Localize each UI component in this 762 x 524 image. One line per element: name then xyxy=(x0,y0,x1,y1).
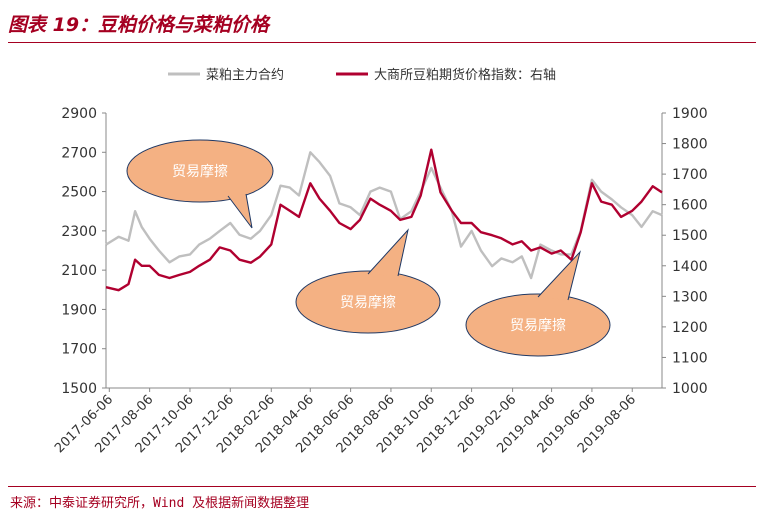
trade-friction-bubble: 贸易摩擦 xyxy=(465,250,611,357)
left-tick-label: 1500 xyxy=(61,381,97,397)
series-layer xyxy=(105,148,663,292)
left-tick-label: 1900 xyxy=(61,302,97,318)
bubble-tail-outline xyxy=(367,228,409,277)
right-tick-label: 1500 xyxy=(672,228,708,244)
left-tick-label: 2500 xyxy=(61,185,97,201)
right-tick-label: 1100 xyxy=(672,350,708,366)
bubble-shape xyxy=(465,293,611,357)
right-tick-label: 1800 xyxy=(672,137,708,153)
legend: 菜粕主力合约 大商所豆粕期货价格指数：右轴 xyxy=(168,67,556,83)
legend-label: 菜粕主力合约 xyxy=(206,68,284,83)
left-tick-label: 2100 xyxy=(61,263,97,279)
source-note: 来源：中泰证券研究所，Wind 及根据新闻数据整理 xyxy=(10,496,310,511)
bubble-label: 贸易摩擦 xyxy=(340,294,396,311)
trade-friction-bubble: 贸易摩擦 xyxy=(126,139,274,229)
left-tick-label: 1700 xyxy=(61,342,97,358)
legend-item: 大商所豆粕期货价格指数：右轴 xyxy=(336,67,556,83)
legend-label: 大商所豆粕期货价格指数：右轴 xyxy=(374,67,556,83)
bubble-tail-outline xyxy=(227,193,253,229)
series-line-soymeal-index xyxy=(105,148,663,292)
left-tick-label: 2700 xyxy=(61,145,97,161)
series-line-rapeseed-meal xyxy=(105,151,663,280)
right-tick-label: 1400 xyxy=(672,259,708,275)
right-tick-label: 1000 xyxy=(672,381,708,397)
title-divider xyxy=(8,42,756,43)
bubble-tail-outline xyxy=(537,250,581,301)
price-chart: 菜粕主力合约 大商所豆粕期货价格指数：右轴 1500 1700 1900 2100 230… xyxy=(52,67,708,456)
right-tick-label: 1900 xyxy=(672,106,708,122)
trade-friction-bubble: 贸易摩擦 xyxy=(295,228,441,334)
right-tick-label: 1600 xyxy=(672,198,708,214)
footer-divider xyxy=(8,486,756,487)
bubble-label: 贸易摩擦 xyxy=(510,317,566,334)
right-tick-label: 1700 xyxy=(672,167,708,183)
right-tick-label: 1300 xyxy=(672,289,708,305)
right-tick-label: 1200 xyxy=(672,320,708,336)
bubble-shape xyxy=(126,139,274,203)
bubble-tail xyxy=(538,252,580,300)
left-tick-label: 2900 xyxy=(61,106,97,122)
bubble-label: 贸易摩擦 xyxy=(172,163,228,180)
legend-item: 菜粕主力合约 xyxy=(168,68,284,83)
left-tick-label: 2300 xyxy=(61,224,97,240)
page-title: 图表 19：豆粕价格与菜粕价格 xyxy=(8,14,270,36)
bubble-shape xyxy=(295,270,441,334)
